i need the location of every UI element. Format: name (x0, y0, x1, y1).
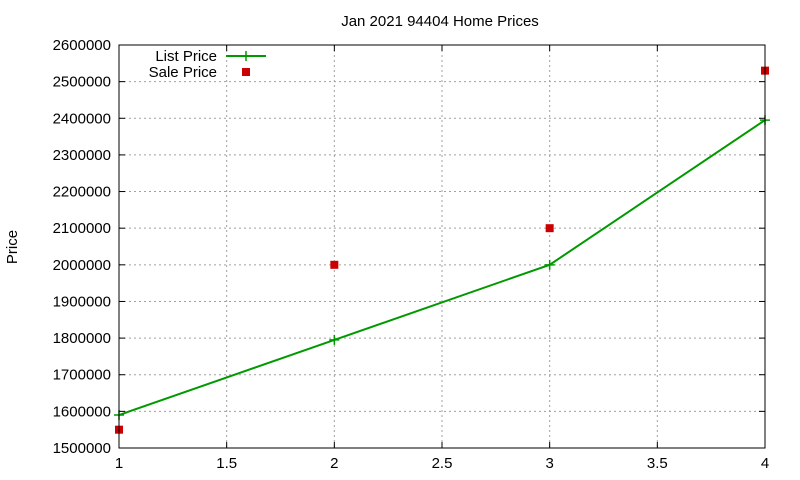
series-line (118, 119, 766, 416)
x-tick-label: 1 (115, 455, 123, 472)
y-tick-label: 1600000 (53, 403, 111, 420)
chart-title: Jan 2021 94404 Home Prices (341, 13, 539, 30)
x-tick-label: 2 (330, 455, 338, 472)
x-tick-label: 1.5 (216, 455, 237, 472)
y-tick-label: 2600000 (53, 37, 111, 54)
legend-label: Sale Price (149, 64, 217, 81)
ticks: 1 1.5 2 2.5 3 3.5 4 1500000 1600000 1700000 180000… (53, 37, 770, 472)
y-axis-label: Price (4, 230, 21, 264)
y-tick-label: 2300000 (53, 147, 111, 164)
legend-marker (241, 51, 251, 61)
y-tick-label: 2100000 (53, 220, 111, 237)
grid (119, 45, 765, 448)
data-point (329, 334, 340, 345)
y-tick-label: 1800000 (53, 330, 111, 347)
y-tick-label: 2200000 (53, 184, 111, 201)
x-tick-label: 3 (545, 455, 553, 472)
y-tick-label: 2000000 (53, 257, 111, 274)
legend-marker (242, 68, 250, 76)
y-tick-label: 1500000 (53, 440, 111, 457)
x-tick-label: 2.5 (432, 455, 453, 472)
legend-label: List Price (155, 48, 217, 65)
y-tick-label: 1700000 (53, 367, 111, 384)
y-tick-label: 2500000 (53, 74, 111, 91)
x-tick-label: 3.5 (647, 455, 668, 472)
y-tick-label: 2400000 (53, 110, 111, 127)
x-tick-label: 4 (761, 455, 769, 472)
data-point (545, 224, 554, 233)
data-point (544, 259, 555, 270)
data-point (330, 260, 339, 269)
y-tick-label: 1900000 (53, 293, 111, 310)
